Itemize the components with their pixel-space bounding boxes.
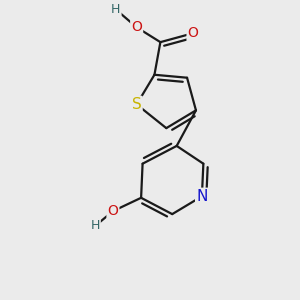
Text: H: H xyxy=(111,3,121,16)
Text: O: O xyxy=(131,20,142,34)
Text: H: H xyxy=(91,220,100,232)
Text: N: N xyxy=(196,189,208,204)
Text: S: S xyxy=(132,97,142,112)
Text: O: O xyxy=(107,204,118,218)
Text: O: O xyxy=(188,26,198,40)
